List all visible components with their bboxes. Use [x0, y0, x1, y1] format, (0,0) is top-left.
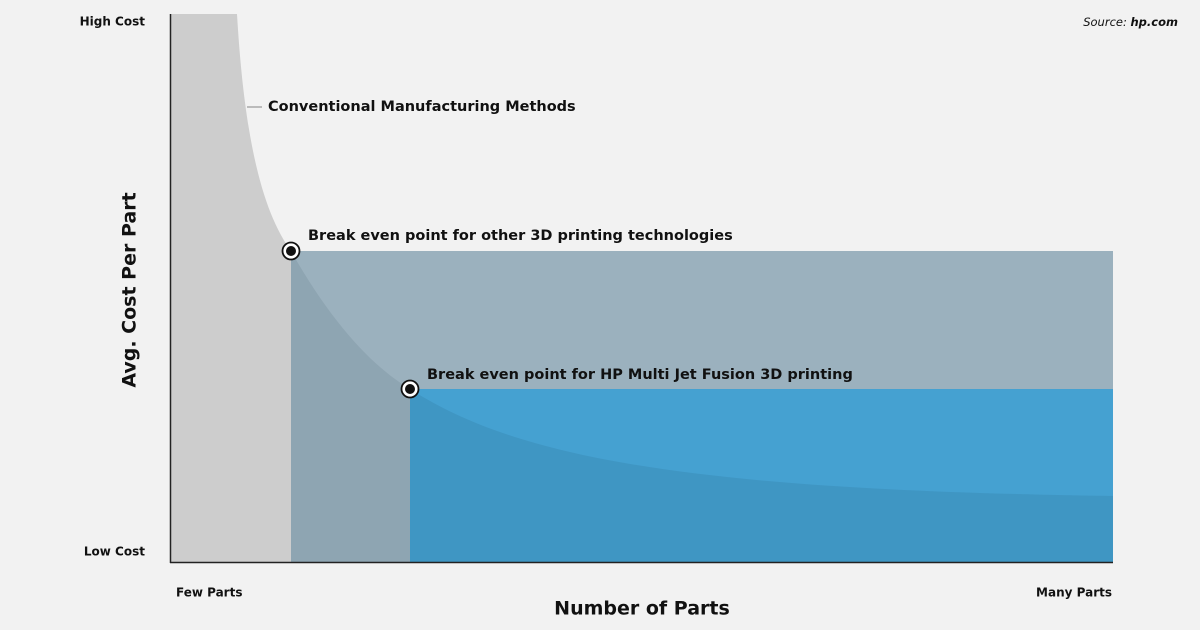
annotation: Break even point for other 3D printing t… [308, 228, 733, 244]
y-axis-title: Avg. Cost Per Part [119, 192, 141, 387]
y-top-label: High Cost [80, 15, 146, 29]
annotation: Break even point for HP Multi Jet Fusion… [427, 367, 853, 383]
x-left-label: Few Parts [176, 586, 242, 600]
source: Source: hp.com [1083, 15, 1178, 29]
annotation: Conventional Manufacturing Methods [268, 99, 576, 115]
mjf-region [410, 389, 1113, 562]
x-right-label: Many Parts [1036, 586, 1112, 600]
marker [281, 241, 301, 261]
marker [400, 379, 420, 399]
y-bottom-label: Low Cost [84, 545, 145, 559]
x-axis-title: Number of Parts [554, 598, 730, 620]
source-prefix: Source: [1083, 15, 1127, 29]
source-site: hp.com [1131, 15, 1179, 29]
curve-shade [291, 251, 1113, 562]
